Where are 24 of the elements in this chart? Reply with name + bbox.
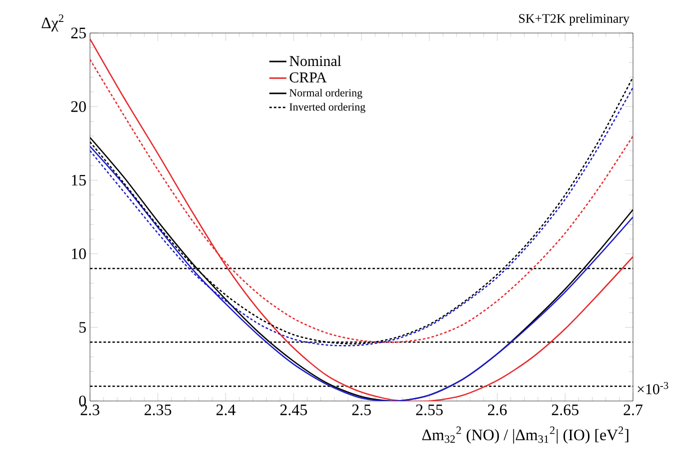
text: Δm$_{32}$$^{2}$ (NO) / |Δm$_{31}$$^{2}$| (IO) [eV$^{2}$]: [422, 426, 628, 444]
annotation: Normal ordering: [289, 88, 362, 99]
legend-label: CRPA: [290, 72, 327, 82]
x-tick-label: 2.3: [80, 404, 100, 416]
y-axis-title: Δχ$^{2}$: [42, 14, 64, 32]
x-tick-label: 2.4: [216, 404, 236, 416]
x-tick-label: 2.35: [144, 404, 172, 416]
text: ×10$^{-3}$: [638, 382, 668, 394]
y-tick-label: 25: [71, 28, 86, 38]
annotation: Inverted ordering: [290, 102, 366, 113]
y-tick-label: 5: [79, 322, 86, 333]
chart-title: SK+T2K preliminary: [519, 14, 630, 26]
x-tick-label: 2.5: [352, 404, 371, 416]
legend-label: Nominal: [290, 56, 342, 66]
x-tick-label: 2.6: [488, 404, 507, 416]
line-series: [90, 38, 634, 401]
x-tick-label: 2.55: [416, 404, 443, 416]
x-tick-label: 2.65: [552, 404, 578, 416]
y-tick-label: 0: [79, 396, 86, 406]
x-tick-label: 2.7: [624, 404, 643, 416]
y-tick-label: 20: [71, 101, 86, 112]
y-tick-label: 10: [72, 248, 86, 260]
x-tick-label: 2.45: [280, 404, 307, 416]
y-tick-label: 15: [72, 174, 86, 186]
